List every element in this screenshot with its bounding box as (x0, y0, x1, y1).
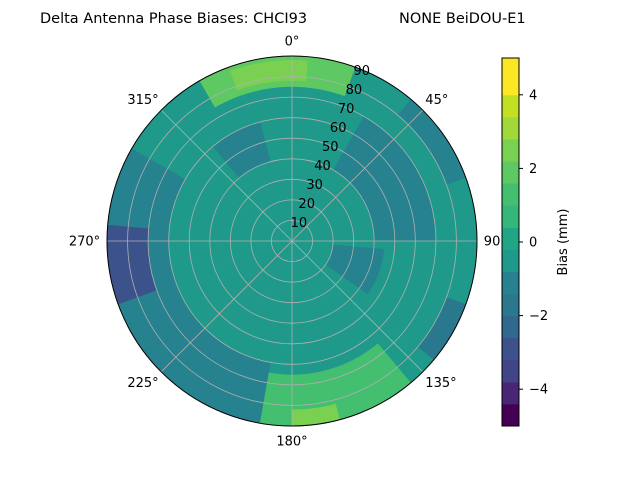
theta-tick-label: 0° (285, 35, 300, 50)
colorbar-segment (502, 183, 519, 206)
theta-tick-label: 315° (127, 93, 158, 108)
colorbar-tick-label: −4 (529, 383, 548, 398)
chart-title: Delta Antenna Phase Biases: CHCI93 (40, 11, 307, 27)
colorbar-segment (502, 58, 519, 96)
colorbar-segment (502, 139, 519, 162)
colorbar-segment (502, 161, 519, 184)
colorbar-segment (502, 293, 519, 317)
colorbar-segment (502, 249, 519, 272)
polar-plot-area: 0° 45° 90 135° 180° 225° 270° 315° 10 20 30 40 50 60… (69, 35, 500, 450)
radial-tick-labels: 10 20 30 40 50 60 70 80 90 (291, 64, 370, 231)
theta-tick-label: 135° (425, 376, 456, 391)
radial-tick-label: 90 (354, 64, 371, 79)
contour-region-5 (333, 116, 436, 241)
colorbar-tick-label: −2 (529, 309, 548, 324)
colorbar-segment (502, 94, 519, 118)
contour-region-1 (107, 224, 157, 305)
contour-region-2 (212, 121, 271, 178)
radial-tick-label: 30 (306, 178, 323, 193)
theta-tick-label: 180° (276, 434, 307, 449)
contour-region-8 (325, 244, 385, 295)
radial-tick-label: 80 (346, 83, 363, 98)
polar-frame (106, 55, 478, 427)
colorbar-segment (502, 205, 519, 228)
theta-grid-line-1 (291, 109, 424, 242)
colorbar-ticks: −4 −2 0 2 4 (519, 88, 548, 398)
colorbar-segment (502, 359, 519, 383)
colorbar-segment (502, 381, 519, 405)
colorbar-tick-label: 2 (529, 162, 537, 177)
theta-tick-label: 270° (69, 235, 100, 250)
radial-tick-label: 20 (298, 197, 315, 212)
radial-tick-label: 60 (330, 121, 347, 136)
radial-tick-label: 40 (314, 159, 331, 174)
radial-tick-label: 10 (291, 216, 308, 231)
contour-region-0 (107, 148, 271, 424)
colorbar-segment (502, 337, 519, 361)
colorbar-segments (502, 58, 519, 427)
colorbar-segment (502, 227, 519, 250)
theta-grid-line-3 (291, 240, 424, 373)
colorbar-segment (502, 315, 519, 339)
polar-grid (106, 55, 478, 427)
colorbar-segment (502, 116, 519, 140)
contour-region-7 (418, 297, 466, 360)
theta-grid-line-5 (160, 240, 293, 373)
contour-region-4 (230, 60, 308, 91)
contour-region-11 (150, 346, 250, 420)
contour-region-10 (292, 403, 340, 426)
theta-grid-line-7 (160, 109, 293, 242)
contour-regions (107, 56, 466, 426)
chart-subtitle: NONE BeiDOU-E1 (399, 11, 526, 27)
theta-tick-labels: 0° 45° 90 135° 180° 225° 270° 315° (69, 35, 500, 450)
colorbar: −4 −2 0 2 4 Bias (mm) (501, 57, 571, 427)
colorbar-label: Bias (mm) (556, 209, 571, 276)
colorbar-segment (502, 403, 519, 427)
colorbar-tick-label: 0 (529, 236, 537, 251)
contour-region-6 (397, 99, 466, 185)
theta-tick-label: 225° (127, 376, 158, 391)
radial-tick-label: 50 (322, 140, 339, 155)
theta-tick-label: 90 (484, 235, 501, 250)
colorbar-segment (502, 271, 519, 294)
theta-tick-label: 45° (425, 93, 448, 108)
radial-tick-label: 70 (338, 102, 355, 117)
colorbar-tick-label: 4 (529, 88, 537, 103)
